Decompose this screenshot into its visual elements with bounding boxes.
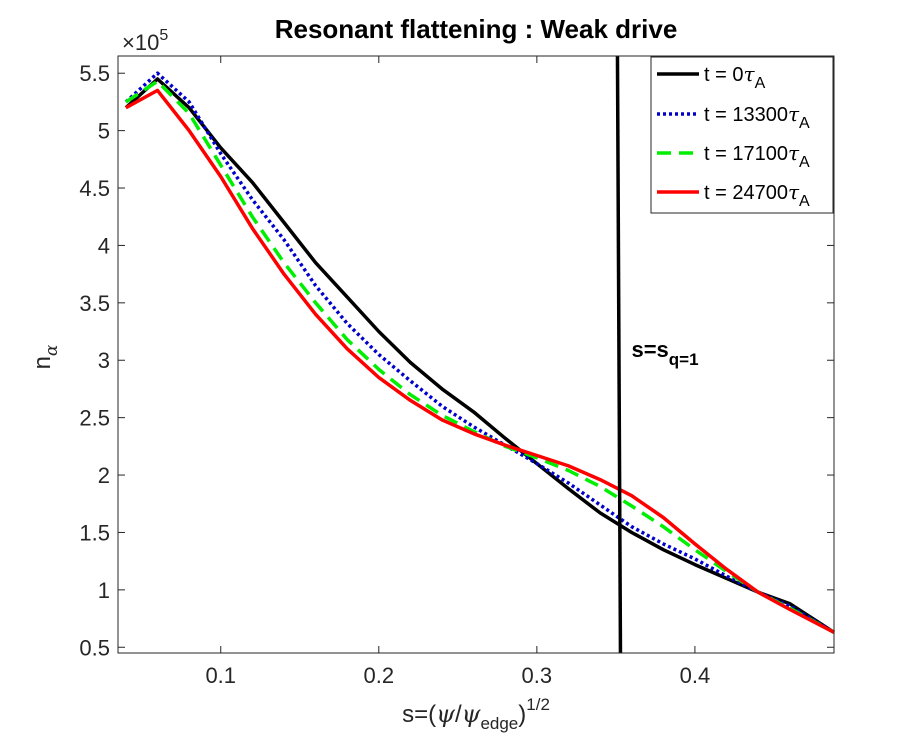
series-line-2 xyxy=(124,79,835,634)
series-line-3 xyxy=(125,88,835,634)
axis-ticks: 0.1 0.2 0.3 0.4 0.5 1 1.5 2 2.5 3 3.5 4 4.5 5 5.5 xyxy=(79,56,834,688)
legend-label-1: t = 13300τA xyxy=(704,102,810,132)
y-tick-label: 5 xyxy=(98,119,110,144)
legend-label-0: t = 0τA xyxy=(704,62,766,92)
y-tick-label: 3 xyxy=(98,348,110,373)
x-tick-label: 0.3 xyxy=(522,663,553,688)
vline-annotation: s=sq=1 xyxy=(631,337,698,369)
y-tick-label: 0.5 xyxy=(79,635,110,660)
legend: t = 0τA t = 13300τA t = 17100τA t = 24700τA xyxy=(650,56,834,214)
y-tick-label: 1 xyxy=(98,578,110,603)
legend-box xyxy=(650,56,834,214)
legend-label-3: t = 24700τA xyxy=(704,180,810,210)
legend-label-2: t = 17100τA xyxy=(704,141,810,171)
series-line-0 xyxy=(124,77,835,634)
y-tick-label: 5.5 xyxy=(79,61,110,86)
y-tick-label: 3.5 xyxy=(79,291,110,316)
x-tick-label: 0.4 xyxy=(680,663,711,688)
resonance-line xyxy=(615,55,623,654)
y-tick-label: 2 xyxy=(98,463,110,488)
y-tick-label: 2.5 xyxy=(79,406,110,431)
svg-text:nα: nα xyxy=(29,344,62,369)
chart-title: Resonant flattening : Weak drive xyxy=(275,14,678,44)
x-tick-label: 0.2 xyxy=(363,663,394,688)
y-multiplier: ×105 xyxy=(122,27,168,55)
vertical-marker xyxy=(615,55,623,654)
x-tick-label: 0.1 xyxy=(205,663,236,688)
y-axis-label: nα xyxy=(29,344,62,369)
y-tick-label: 1.5 xyxy=(79,520,110,545)
x-axis-label: s=(ψ/ψedge)1/2 xyxy=(402,695,550,733)
series-layer xyxy=(124,71,835,634)
y-tick-label: 4.5 xyxy=(79,176,110,201)
y-tick-label: 4 xyxy=(98,233,110,258)
plot-frame xyxy=(117,55,835,654)
